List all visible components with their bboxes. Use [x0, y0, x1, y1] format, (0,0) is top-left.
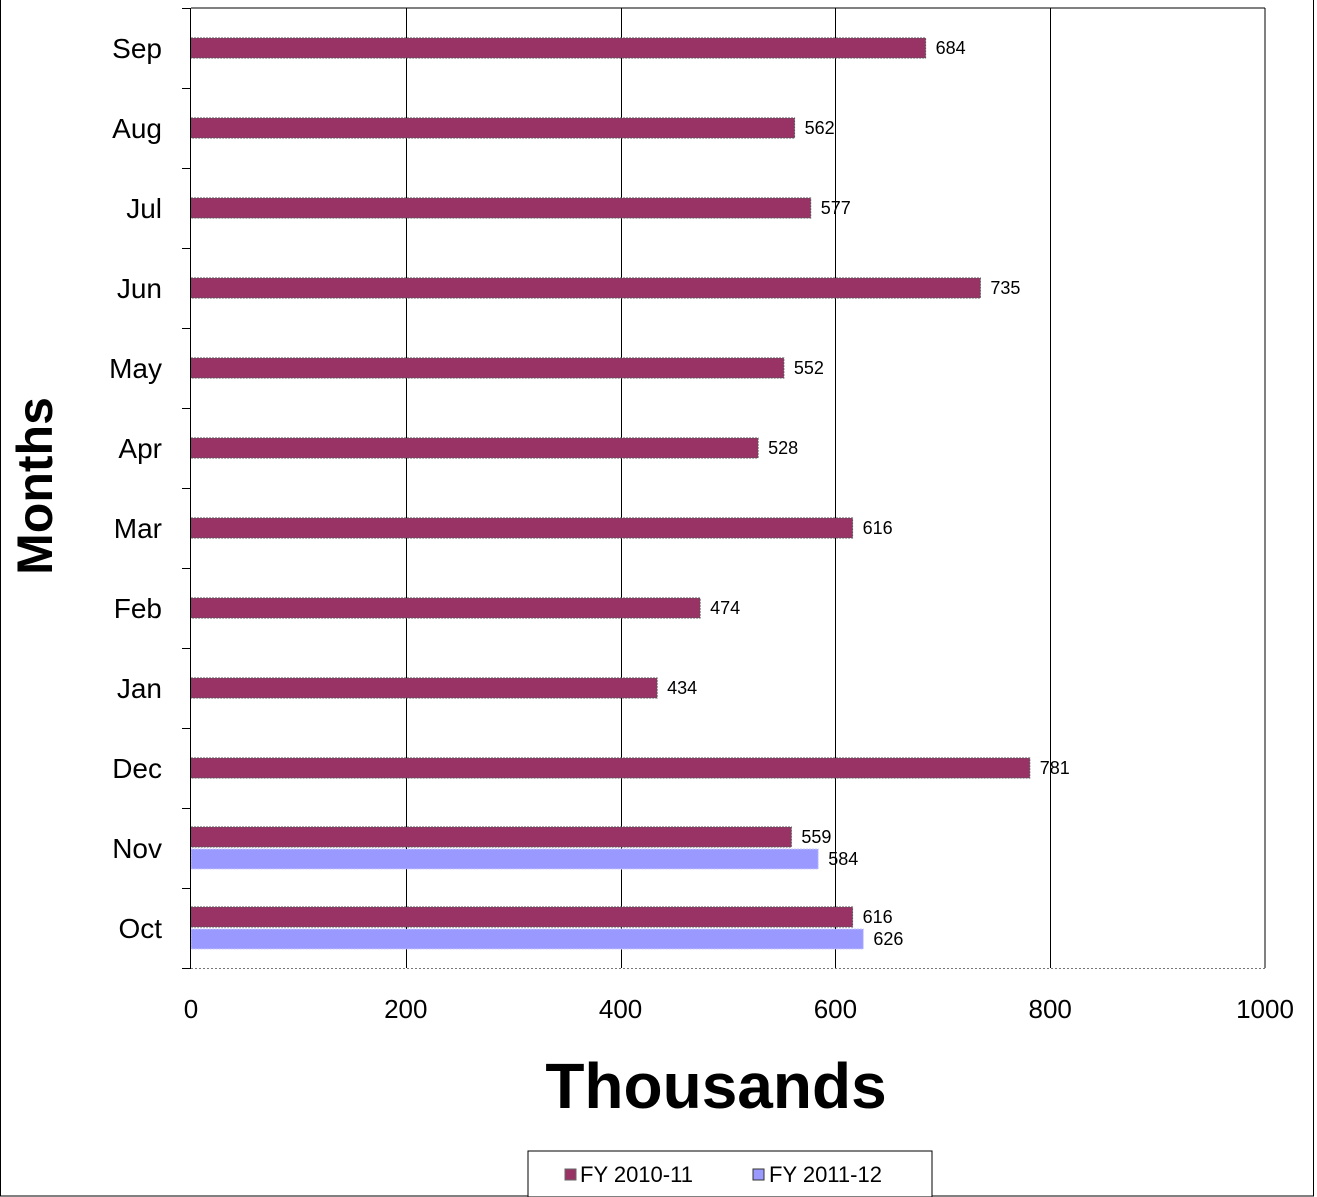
y-tick-label: Mar — [114, 513, 162, 544]
legend-label-fy2010-11: FY 2010-11 — [580, 1162, 693, 1187]
data-label-aug-series-1: 562 — [805, 118, 835, 138]
bar-aug-series-1 — [190, 117, 796, 139]
y-tick-label: May — [109, 353, 162, 384]
bar-oct-series-2 — [190, 928, 864, 950]
data-label-mar-series-1: 616 — [863, 518, 893, 538]
bar-may-series-1 — [190, 357, 785, 379]
data-label-apr-series-1: 528 — [768, 438, 798, 458]
x-tick-label: 200 — [384, 994, 427, 1024]
data-label-dec-series-1: 781 — [1040, 758, 1070, 778]
x-tick-label: 400 — [599, 994, 642, 1024]
bar-oct-series-1 — [190, 906, 854, 928]
y-tick-label: Sep — [112, 33, 162, 64]
bar-apr-series-1 — [190, 437, 759, 459]
bar-nov-series-2 — [190, 848, 819, 870]
y-tick-label: Apr — [118, 433, 162, 464]
data-label-jan-series-1: 434 — [667, 678, 697, 698]
x-tick-label: 800 — [1029, 994, 1072, 1024]
bar-sep-series-1 — [190, 37, 927, 59]
legend-label-fy2011-12: FY 2011-12 — [769, 1162, 882, 1187]
data-label-feb-series-1: 474 — [710, 598, 740, 618]
legend: FY 2010-11 FY 2011-12 — [527, 1150, 933, 1197]
bars — [190, 37, 1031, 950]
data-label-may-series-1: 552 — [794, 358, 824, 378]
y-tick-label: Dec — [112, 753, 162, 784]
data-label-oct-series-1: 616 — [863, 907, 893, 927]
y-tick-label: Nov — [112, 833, 162, 864]
data-labels: 6166265595847814344746165285527355775626… — [667, 38, 1070, 949]
y-tick-label: Feb — [114, 593, 162, 624]
x-tick-label: 1000 — [1236, 994, 1294, 1024]
legend-swatch-fy2011-12 — [752, 1168, 765, 1181]
data-label-jun-series-1: 735 — [990, 278, 1020, 298]
data-label-jul-series-1: 577 — [821, 198, 851, 218]
x-axis-title: Thousands — [545, 1050, 886, 1122]
data-label-nov-series-1: 559 — [801, 827, 831, 847]
bar-jul-series-1 — [190, 197, 812, 219]
y-tick-label: Jun — [117, 273, 162, 304]
legend-box — [527, 1150, 933, 1197]
data-label-nov-series-2: 584 — [828, 849, 858, 869]
y-tick-label: Oct — [118, 913, 162, 944]
y-axis-title: Months — [7, 397, 63, 575]
legend-swatch-fy2010-11 — [564, 1168, 577, 1181]
bar-jun-series-1 — [190, 277, 981, 299]
axes: 0 200 400 600 800 1000 Oct Nov Dec Jan Feb Mar Apr Ma… — [109, 8, 1294, 1024]
bar-feb-series-1 — [190, 597, 701, 619]
y-tick-label: Jul — [126, 193, 162, 224]
y-tick-label: Aug — [112, 113, 162, 144]
y-tick-label: Jan — [117, 673, 162, 704]
bar-dec-series-1 — [190, 757, 1031, 779]
x-tick-label: 0 — [184, 994, 198, 1024]
bar-jan-series-1 — [190, 677, 658, 699]
bar-mar-series-1 — [190, 517, 854, 539]
data-label-sep-series-1: 684 — [936, 38, 966, 58]
x-tick-label: 600 — [814, 994, 857, 1024]
data-label-oct-series-2: 626 — [873, 929, 903, 949]
gridlines — [191, 7, 1266, 968]
bar-nov-series-1 — [190, 826, 792, 848]
